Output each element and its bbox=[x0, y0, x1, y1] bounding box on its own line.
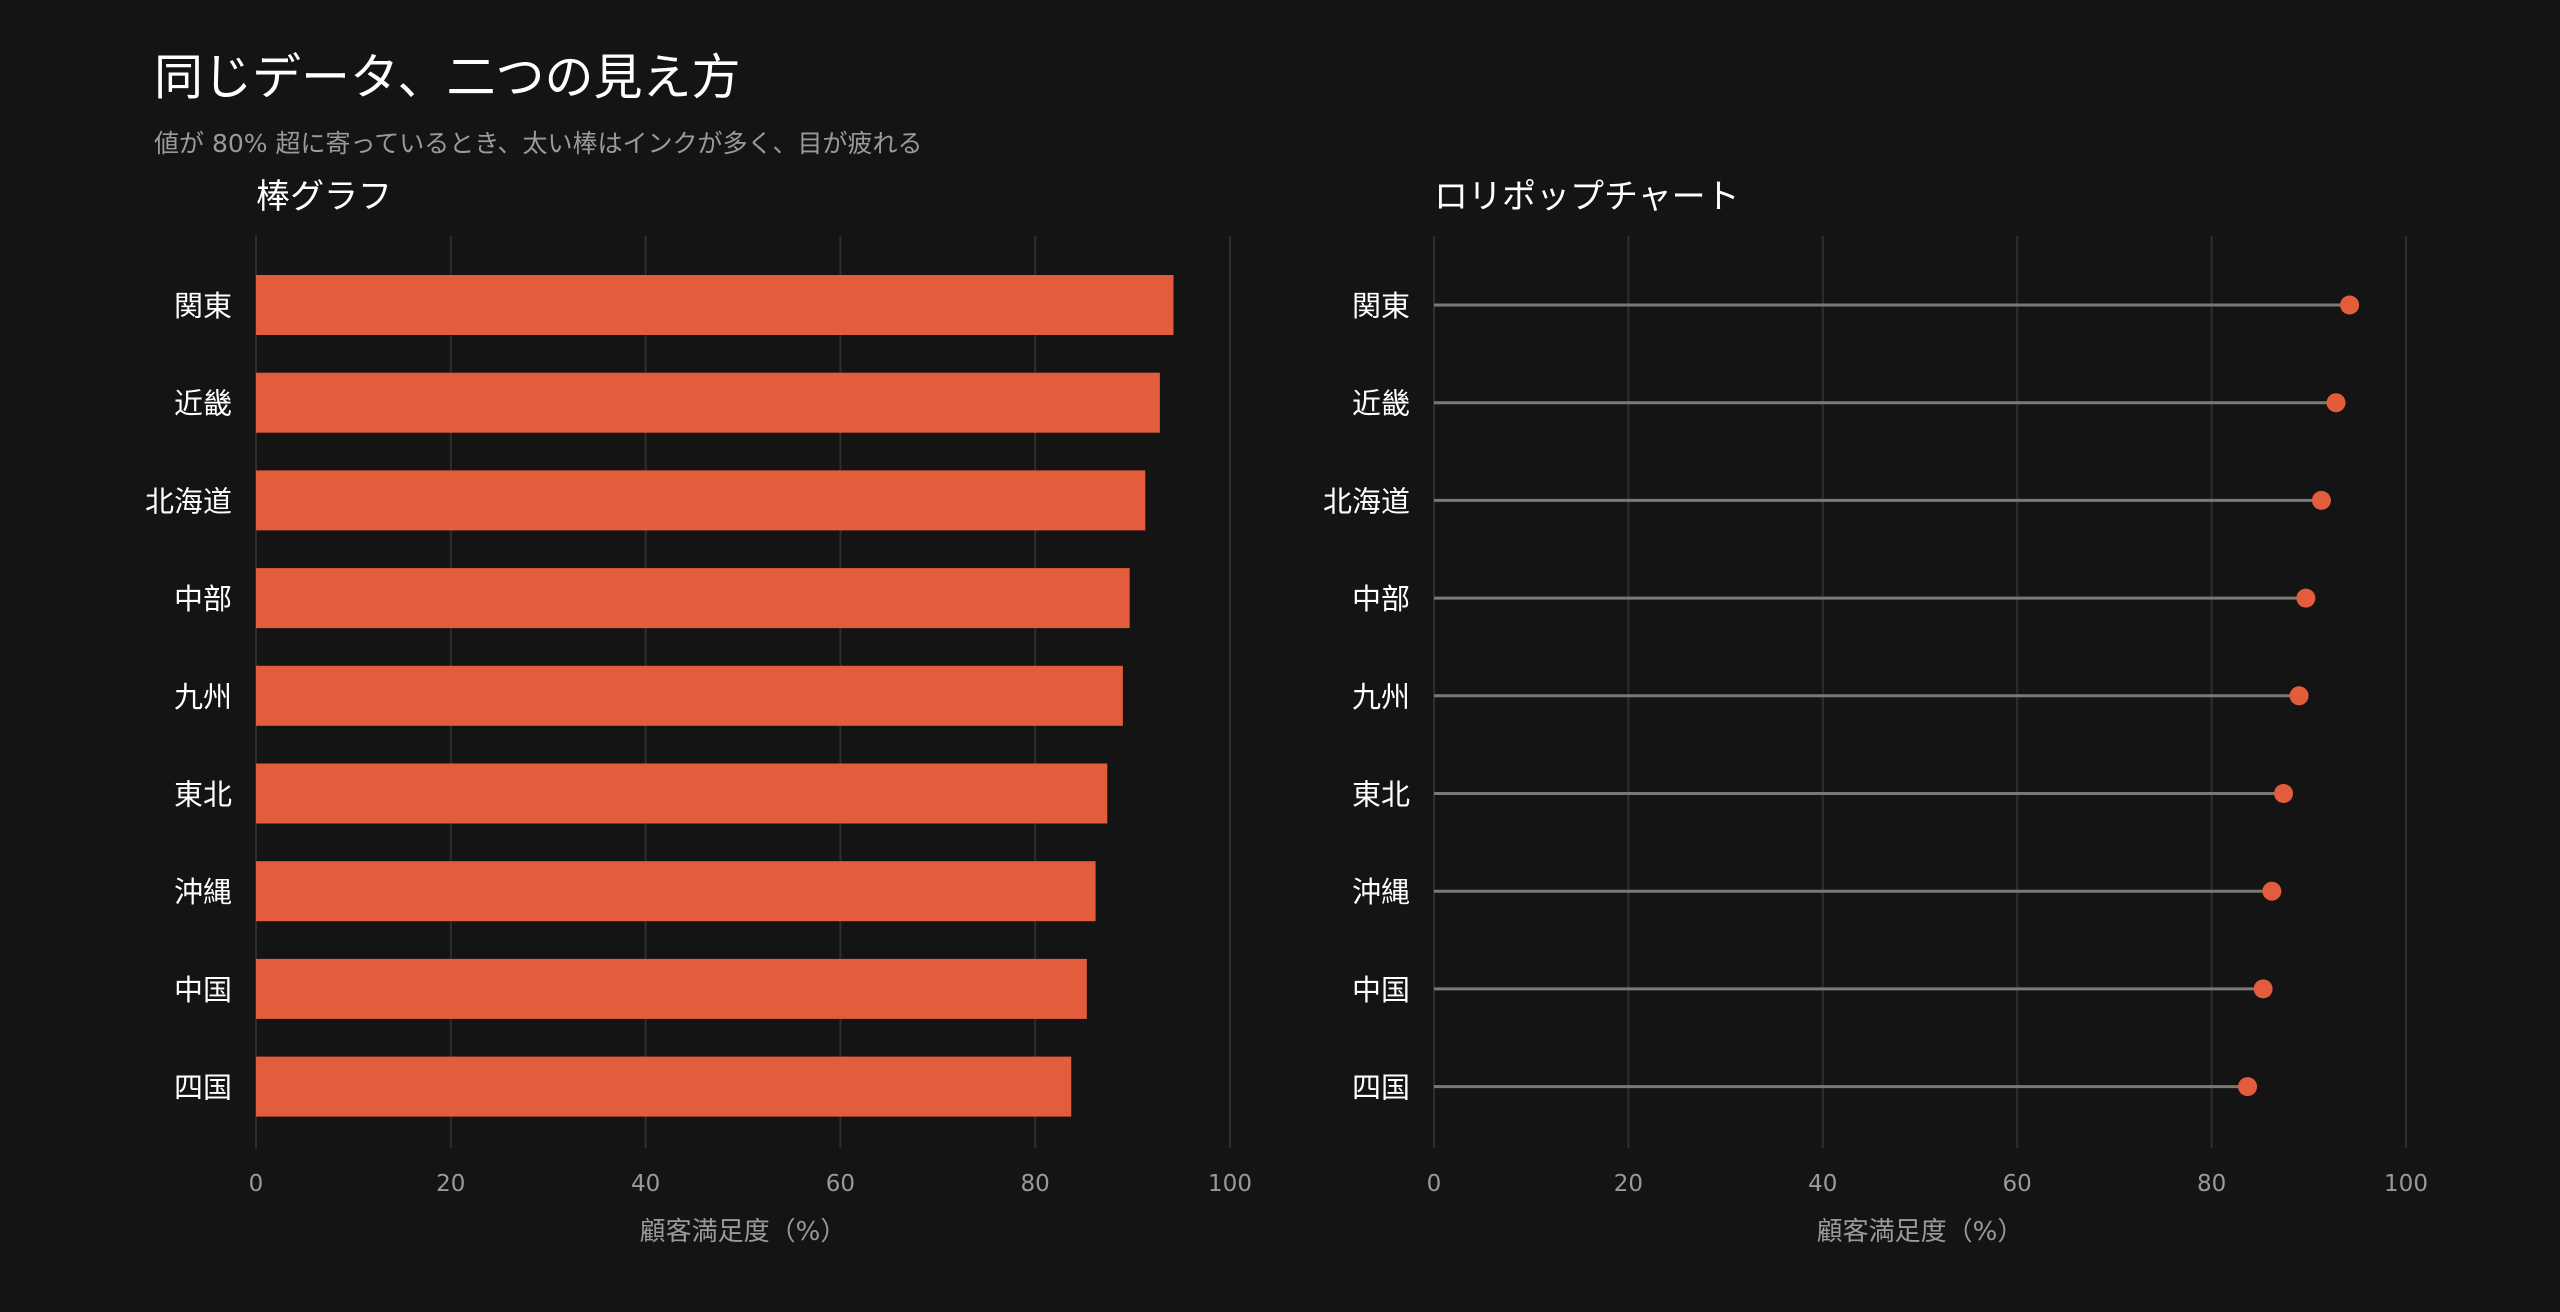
bar bbox=[256, 1056, 1072, 1117]
bar-x-tick-label: 20 bbox=[436, 1171, 465, 1197]
page-title: 同じデータ、二つの見え方 bbox=[154, 49, 741, 106]
bar bbox=[256, 470, 1146, 531]
bar-category-label: 四国 bbox=[174, 1071, 232, 1105]
bar-x-tick-label: 100 bbox=[1208, 1171, 1252, 1197]
lollipop-category-label: 四国 bbox=[1352, 1071, 1410, 1105]
lollipop-category-label: 関東 bbox=[1352, 289, 1410, 323]
bar-x-tick-label: 60 bbox=[826, 1171, 855, 1197]
bar bbox=[256, 861, 1096, 922]
lollipop-chart-title: ロリポップチャート bbox=[1434, 177, 1740, 217]
bar-category-label: 九州 bbox=[174, 680, 232, 714]
bar-x-tick-label: 0 bbox=[249, 1171, 264, 1197]
bar-category-label: 中部 bbox=[174, 582, 232, 616]
lollipop-x-tick-label: 40 bbox=[1808, 1171, 1837, 1197]
bar bbox=[256, 958, 1087, 1019]
lollipop-category-label: 中国 bbox=[1352, 973, 1410, 1007]
bar-category-label: 東北 bbox=[174, 778, 232, 812]
lollipop-point bbox=[2311, 490, 2331, 510]
lollipop-point bbox=[2326, 393, 2346, 413]
bar-category-label: 近畿 bbox=[174, 387, 232, 421]
bar-category-label: 関東 bbox=[174, 289, 232, 323]
lollipop-x-tick-label: 0 bbox=[1427, 1171, 1442, 1197]
bar-category-label: 沖縄 bbox=[174, 875, 232, 909]
lollipop-category-label: 東北 bbox=[1352, 778, 1410, 812]
lollipop-x-tick-label: 80 bbox=[2197, 1171, 2226, 1197]
bar-x-axis-label: 顧客満足度（%） bbox=[640, 1217, 847, 1247]
lollipop-point bbox=[2274, 784, 2294, 803]
lollipop-category-label: 九州 bbox=[1352, 680, 1410, 714]
bar bbox=[256, 275, 1174, 335]
lollipop-category-label: 沖縄 bbox=[1352, 875, 1410, 909]
bar bbox=[256, 568, 1130, 629]
lollipop-point bbox=[2340, 295, 2360, 315]
bar bbox=[256, 763, 1108, 824]
lollipop-point bbox=[2238, 1077, 2258, 1097]
lollipop-category-label: 北海道 bbox=[1323, 484, 1410, 518]
lollipop-point bbox=[2262, 881, 2282, 901]
bar-x-tick-label: 40 bbox=[631, 1171, 660, 1197]
lollipop-point bbox=[2289, 686, 2309, 706]
lollipop-category-label: 中部 bbox=[1352, 582, 1410, 616]
page-subtitle: 値が 80% 超に寄っているとき、太い棒はインクが多く、目が疲れる bbox=[154, 129, 923, 158]
lollipop-point bbox=[2296, 588, 2316, 608]
bar-category-label: 北海道 bbox=[145, 484, 232, 518]
lollipop-x-axis-label: 顧客満足度（%） bbox=[1817, 1217, 2024, 1247]
lollipop-x-tick-label: 60 bbox=[2003, 1171, 2032, 1197]
lollipop-chart: ロリポップチャート 0 20 40 60 80 100 顧客満足度（%） 関東近畿北海道中部九州… bbox=[1323, 177, 2428, 1247]
lollipop-x-tick-label: 100 bbox=[2384, 1171, 2428, 1197]
bar-x-tick-label: 80 bbox=[1021, 1171, 1050, 1197]
lollipop-point bbox=[2253, 979, 2273, 999]
bar-chart-title: 棒グラフ bbox=[256, 177, 392, 217]
lollipop-category-label: 近畿 bbox=[1352, 387, 1410, 421]
bar-category-label: 中国 bbox=[174, 973, 232, 1007]
bar bbox=[256, 665, 1123, 726]
lollipop-x-tick-label: 20 bbox=[1614, 1171, 1643, 1197]
bar-chart: 棒グラフ 0 20 40 60 80 100 顧客満足度（%） 関東近畿北海道中部九州東北沖縄中… bbox=[145, 177, 1252, 1247]
bar bbox=[256, 372, 1160, 433]
